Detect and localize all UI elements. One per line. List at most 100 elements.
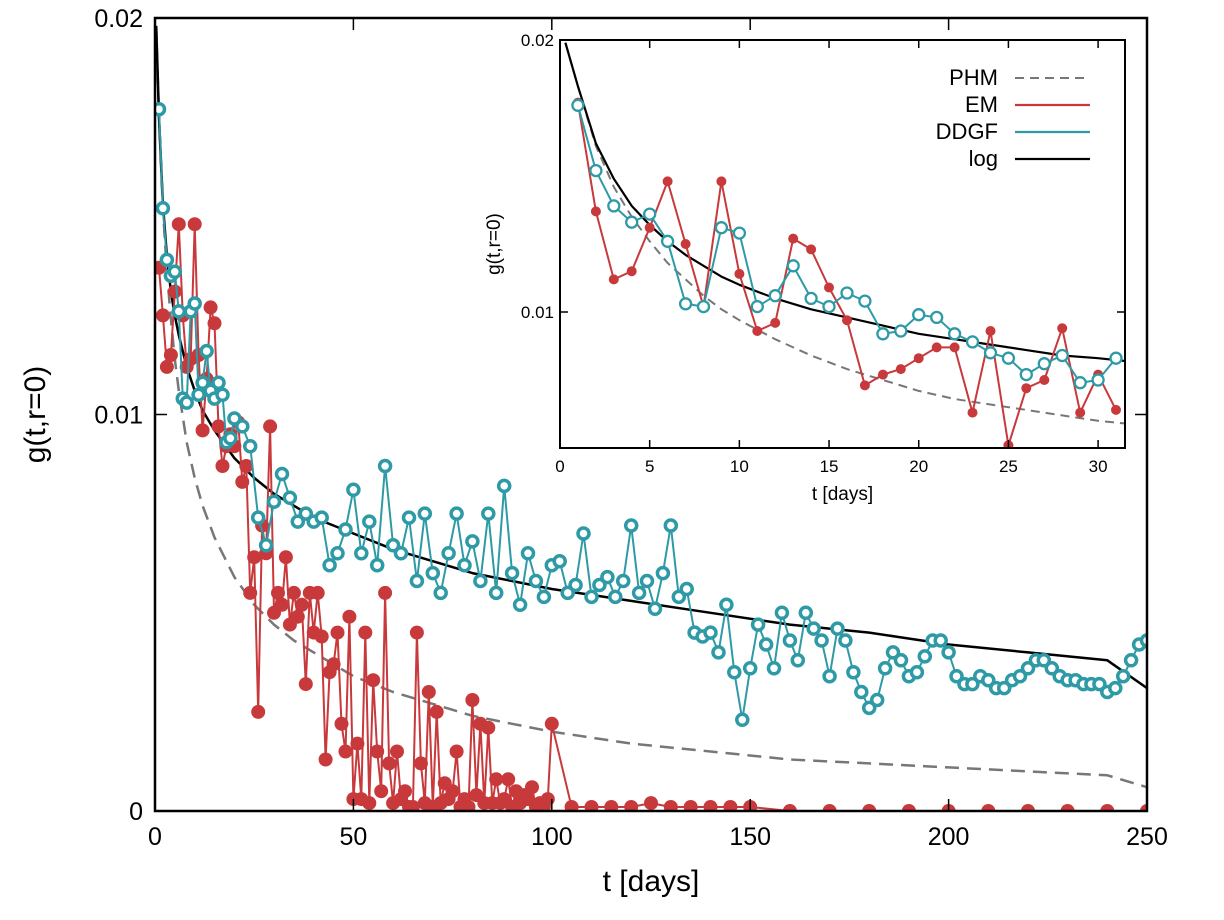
main-ddgf-point bbox=[608, 589, 623, 605]
inset-ddgf-point bbox=[840, 286, 854, 300]
inset-legend-label: EM bbox=[965, 92, 998, 117]
main-ddgf-point bbox=[322, 557, 337, 573]
main-em-point bbox=[465, 693, 480, 707]
main-ddgf-point bbox=[346, 482, 361, 498]
main-em-point bbox=[429, 704, 444, 719]
main-ddgf-point bbox=[663, 518, 679, 533]
main-ddgf-point bbox=[735, 712, 750, 728]
main-ddgf-point bbox=[425, 565, 441, 581]
main-ddgf-point bbox=[861, 700, 877, 716]
main-ddgf-point bbox=[766, 661, 782, 676]
inset-series-layer bbox=[564, 42, 1125, 448]
inset-ddgf-point bbox=[732, 226, 747, 240]
inset-ddgf-point bbox=[804, 291, 818, 306]
inset-em-point bbox=[608, 274, 619, 285]
main-em-point bbox=[981, 804, 996, 811]
inset-em-point bbox=[842, 315, 852, 326]
main-em-point bbox=[544, 716, 559, 731]
inset-em-point bbox=[931, 342, 942, 353]
inset-ddgf-point bbox=[571, 98, 585, 112]
main-em-point bbox=[362, 796, 377, 811]
main-ddgf-point bbox=[838, 633, 853, 648]
inset-x-tick-label: 30 bbox=[1089, 457, 1108, 476]
main-em-point bbox=[211, 419, 226, 434]
main-ddgf-point bbox=[1036, 653, 1052, 668]
main-ddgf-point bbox=[417, 506, 433, 521]
main-em-point bbox=[822, 804, 837, 811]
main-ddgf-point bbox=[481, 506, 496, 521]
inset-background bbox=[560, 40, 1125, 448]
inset-ddgf-point bbox=[1073, 376, 1087, 390]
main-ddgf-point bbox=[528, 573, 544, 589]
main-em-point bbox=[723, 800, 738, 811]
main-em-point bbox=[378, 585, 393, 600]
inset-ddgf-point bbox=[983, 346, 998, 360]
inset-legend-label: log bbox=[969, 146, 998, 171]
main-em-point bbox=[163, 348, 178, 362]
main-ddgf-point bbox=[496, 478, 512, 494]
main-ddgf-point bbox=[195, 375, 210, 391]
main-ddgf-point bbox=[393, 546, 409, 561]
main-em-point bbox=[604, 800, 619, 811]
main-ddgf-point bbox=[1115, 668, 1131, 684]
main-x-tick-label: 150 bbox=[729, 823, 771, 851]
main-ddgf-point bbox=[266, 494, 282, 509]
inset-log-line bbox=[564, 42, 1125, 363]
main-ddgf-point bbox=[893, 653, 909, 668]
main-ddgf-point bbox=[377, 458, 393, 474]
main-ddgf-point bbox=[274, 466, 290, 482]
inset-plot-frame bbox=[559, 39, 1126, 449]
inset-em-point bbox=[1075, 407, 1086, 418]
main-em-point bbox=[342, 609, 357, 624]
main-ddgf-point bbox=[568, 577, 583, 593]
main-em-point bbox=[155, 308, 170, 323]
inset-em-point bbox=[985, 326, 996, 336]
main-em-point bbox=[203, 300, 218, 315]
inset-em-point bbox=[1021, 383, 1032, 394]
main-ddgf-point bbox=[655, 565, 671, 581]
main-em-point bbox=[171, 217, 186, 232]
inset-y-tick-label: 0.02 bbox=[521, 31, 554, 50]
main-em-point bbox=[703, 800, 718, 811]
inset-series-phm bbox=[564, 42, 1125, 425]
main-ddgf-point bbox=[798, 605, 814, 621]
inset-ddgf-point bbox=[714, 221, 729, 235]
main-ddgf-point bbox=[159, 252, 175, 268]
main-em-point bbox=[263, 419, 278, 434]
main-em-point bbox=[330, 625, 345, 640]
main-ddgf-point bbox=[703, 625, 718, 640]
main-ddgf-point bbox=[584, 589, 599, 605]
main-ddgf-point bbox=[504, 565, 520, 581]
main-ddgf-point bbox=[338, 522, 353, 537]
main-em-point bbox=[159, 359, 174, 374]
main-ddgf-point bbox=[369, 557, 385, 573]
inset-ddgf-point bbox=[607, 199, 621, 213]
inset-em-point bbox=[895, 364, 906, 375]
main-em-point bbox=[398, 784, 412, 799]
inset-em-point bbox=[680, 239, 691, 249]
inset-ddgf-point bbox=[786, 259, 800, 273]
main-ddgf-point bbox=[814, 633, 829, 648]
main-ddgf-point bbox=[758, 637, 774, 652]
main-em-point bbox=[318, 752, 333, 767]
inset-ddgf-point bbox=[1109, 351, 1123, 365]
main-ddgf-point bbox=[211, 375, 226, 391]
main-ddgf-point bbox=[679, 581, 694, 597]
inset-legend-label: PHM bbox=[949, 65, 998, 90]
main-em-point bbox=[298, 677, 313, 692]
main-ddgf-point bbox=[822, 668, 837, 684]
main-em-point bbox=[1140, 804, 1147, 811]
main-em-point bbox=[413, 756, 428, 771]
main-ddgf-point bbox=[250, 510, 266, 525]
main-em-point bbox=[278, 550, 293, 565]
main-em-point bbox=[294, 597, 309, 612]
main-ddgf-point bbox=[290, 514, 306, 529]
inset-ddgf-point bbox=[678, 297, 693, 311]
inset-em-point bbox=[788, 233, 799, 244]
main-ddgf-point bbox=[600, 569, 615, 585]
inset-ddgf-point bbox=[1091, 373, 1105, 387]
inset-series-ddgf bbox=[571, 98, 1123, 390]
main-ddgf-point bbox=[933, 633, 948, 648]
inset-em-point bbox=[877, 369, 888, 380]
main-ddgf-point bbox=[449, 506, 464, 521]
